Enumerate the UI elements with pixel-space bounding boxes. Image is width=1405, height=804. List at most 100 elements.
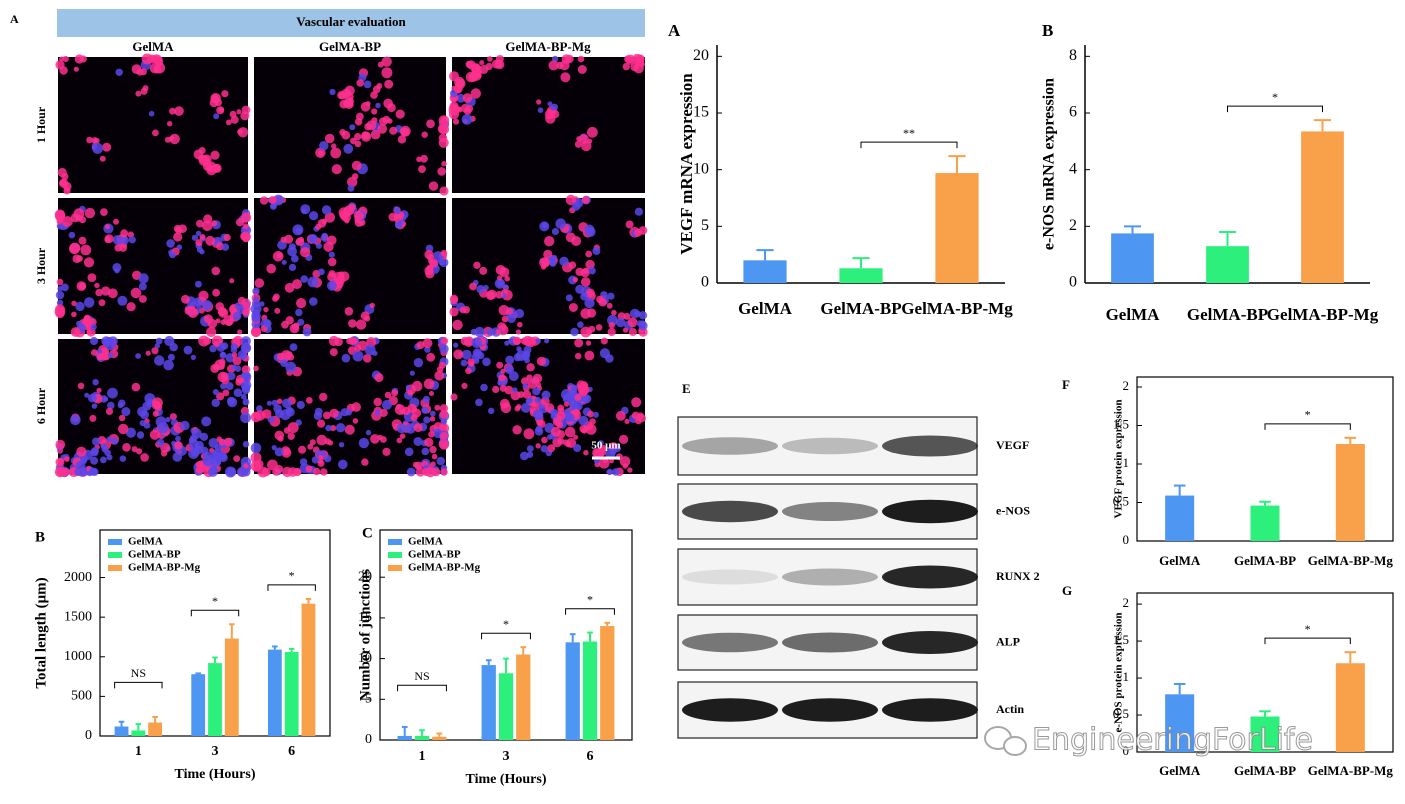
cell <box>218 338 224 344</box>
cell <box>147 54 157 64</box>
cell <box>608 322 615 329</box>
cell <box>319 450 326 457</box>
cell <box>284 234 294 244</box>
cell <box>515 329 522 335</box>
cell <box>379 117 388 126</box>
cell <box>211 398 220 408</box>
cell <box>520 451 529 461</box>
blot-band <box>682 569 778 585</box>
cell <box>99 353 105 359</box>
cell <box>130 287 142 299</box>
cell <box>252 411 260 419</box>
cell <box>581 196 590 204</box>
cell <box>271 399 279 407</box>
cell <box>140 410 149 420</box>
cell <box>152 129 159 137</box>
cell <box>240 393 247 400</box>
y-axis-label: e-NOS mRNA expression <box>1041 78 1058 250</box>
x-tick-label: 3 <box>503 749 510 764</box>
cell <box>434 404 441 411</box>
cell <box>600 337 608 345</box>
panel-label: A <box>10 12 19 26</box>
cell <box>526 374 533 382</box>
cell <box>215 318 221 324</box>
cell <box>574 394 582 401</box>
cell <box>120 229 129 238</box>
cell <box>381 56 392 67</box>
cell <box>429 391 434 396</box>
cell <box>496 279 505 288</box>
cell <box>100 456 107 464</box>
cell <box>429 416 436 422</box>
cell <box>429 445 437 454</box>
bar <box>148 722 163 736</box>
cell <box>263 307 269 313</box>
cell <box>476 285 485 294</box>
cell <box>88 393 97 403</box>
cell <box>394 208 401 215</box>
x-tick-label: GelMA-BP-Mg <box>1308 763 1394 778</box>
cell <box>243 463 249 469</box>
legend-swatch <box>388 539 402 545</box>
cell <box>309 211 319 221</box>
cell <box>289 343 298 351</box>
cell <box>634 207 644 216</box>
legend-label: GelMA-BP-Mg <box>408 562 481 574</box>
cell <box>277 435 284 442</box>
y-tick-label: 4 <box>1069 160 1077 177</box>
cell <box>438 361 446 369</box>
cell <box>272 250 284 262</box>
cell <box>380 436 387 443</box>
cell <box>439 186 449 196</box>
cell <box>220 382 227 390</box>
cell <box>624 418 630 424</box>
cell <box>201 300 213 311</box>
cell <box>91 403 98 409</box>
cell <box>152 410 159 417</box>
cell <box>55 60 65 70</box>
cell <box>309 439 316 446</box>
cell <box>90 323 97 331</box>
cell <box>220 351 226 358</box>
sig-bracket <box>565 608 615 615</box>
cell <box>377 124 388 134</box>
cell <box>631 397 642 408</box>
cell <box>619 434 629 444</box>
cell <box>227 371 236 381</box>
cell <box>315 450 321 456</box>
cell <box>627 467 633 473</box>
panel-label: B <box>1042 21 1053 40</box>
cell <box>619 456 631 467</box>
x-tick-label: GelMA-BP <box>1234 763 1296 778</box>
sig-bracket <box>190 609 240 617</box>
blot-label: Actin <box>996 702 1024 716</box>
cell <box>106 436 112 443</box>
cell <box>142 85 149 92</box>
cell <box>544 338 550 344</box>
cell <box>453 349 464 360</box>
watermark: EngineeringForLife <box>984 722 1313 758</box>
cell <box>439 344 449 354</box>
cell <box>329 348 338 357</box>
cell <box>360 311 370 321</box>
bar <box>1250 716 1280 752</box>
cell <box>352 173 359 180</box>
cell <box>169 343 178 352</box>
cell <box>254 278 265 288</box>
cell <box>452 118 460 125</box>
cell <box>361 131 372 142</box>
cell <box>520 402 531 413</box>
bar <box>839 268 883 283</box>
cell <box>479 60 485 66</box>
cell <box>114 268 120 274</box>
cell <box>516 346 522 352</box>
cell <box>580 292 589 301</box>
blot-band <box>882 435 978 457</box>
x-axis-label: Time (Hours) <box>174 767 255 782</box>
cell <box>588 325 596 333</box>
cell <box>319 392 328 402</box>
cell <box>288 243 296 251</box>
cell <box>561 389 572 400</box>
y-tick-label: 15 <box>693 104 709 121</box>
cell <box>585 424 597 435</box>
